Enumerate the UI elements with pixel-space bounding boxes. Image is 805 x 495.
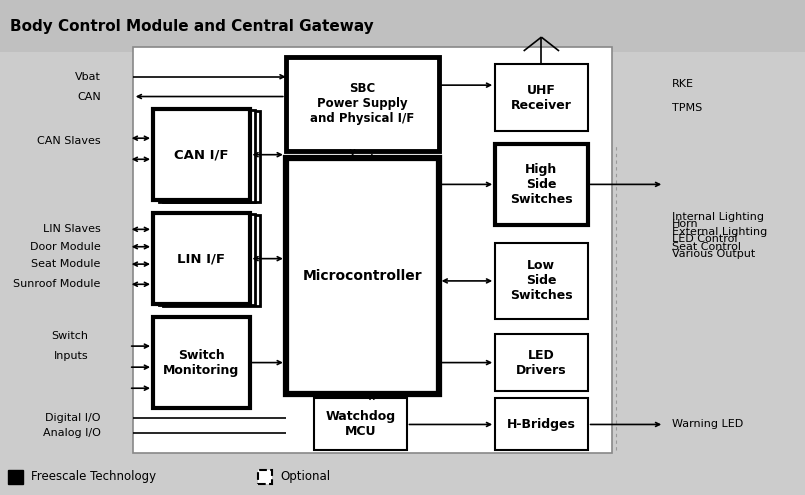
Bar <box>286 57 439 151</box>
Text: Digital I/O: Digital I/O <box>45 413 101 423</box>
Bar <box>495 144 588 225</box>
Bar <box>286 158 439 394</box>
Bar <box>258 470 272 484</box>
Bar <box>133 47 612 453</box>
Text: Seat Control: Seat Control <box>672 242 741 251</box>
Text: Microcontroller: Microcontroller <box>303 269 422 283</box>
Bar <box>163 111 260 202</box>
Text: H-Bridges: H-Bridges <box>507 418 576 431</box>
Text: LED
Drivers: LED Drivers <box>516 348 567 377</box>
Text: Freescale Technology: Freescale Technology <box>31 470 155 484</box>
Text: External Lighting: External Lighting <box>672 227 767 237</box>
Bar <box>495 64 588 131</box>
Text: Optional: Optional <box>280 470 330 484</box>
Bar <box>159 110 255 201</box>
Text: Horn: Horn <box>672 219 699 230</box>
Text: High
Side
Switches: High Side Switches <box>510 163 572 206</box>
Text: CAN Slaves: CAN Slaves <box>37 136 101 146</box>
Bar <box>159 214 255 305</box>
Text: LIN Slaves: LIN Slaves <box>43 224 101 234</box>
Text: Seat Module: Seat Module <box>31 259 101 269</box>
Text: Warning LED: Warning LED <box>672 419 744 430</box>
Bar <box>0 0 805 52</box>
Text: Switch: Switch <box>52 331 89 341</box>
Bar <box>314 398 407 450</box>
Text: Body Control Module and Central Gateway: Body Control Module and Central Gateway <box>10 19 374 34</box>
Bar <box>153 317 250 408</box>
Bar <box>153 109 250 200</box>
Text: Low
Side
Switches: Low Side Switches <box>510 259 572 302</box>
Text: UHF
Receiver: UHF Receiver <box>511 84 572 112</box>
Bar <box>495 243 588 319</box>
Text: SBC
Power Supply
and Physical I/F: SBC Power Supply and Physical I/F <box>310 83 415 125</box>
Text: CAN: CAN <box>76 92 101 101</box>
Bar <box>163 215 260 306</box>
Text: Analog I/O: Analog I/O <box>43 428 101 438</box>
Text: Door Module: Door Module <box>30 242 101 252</box>
Bar <box>495 334 588 391</box>
Text: TPMS: TPMS <box>672 103 703 113</box>
Text: Watchdog
MCU: Watchdog MCU <box>325 410 395 439</box>
Text: LIN I/F: LIN I/F <box>177 252 225 265</box>
Text: Internal Lighting: Internal Lighting <box>672 212 764 222</box>
Text: Sunroof Module: Sunroof Module <box>13 279 101 289</box>
Text: Vbat: Vbat <box>75 72 101 82</box>
Text: Various Output: Various Output <box>672 249 755 259</box>
Bar <box>8 470 23 484</box>
Text: LED Control: LED Control <box>672 234 737 244</box>
Text: CAN I/F: CAN I/F <box>174 148 229 161</box>
Text: Switch
Monitoring: Switch Monitoring <box>163 348 239 377</box>
Text: RKE: RKE <box>672 79 694 90</box>
Bar <box>153 213 250 304</box>
Bar <box>495 398 588 450</box>
Text: Inputs: Inputs <box>54 351 89 361</box>
